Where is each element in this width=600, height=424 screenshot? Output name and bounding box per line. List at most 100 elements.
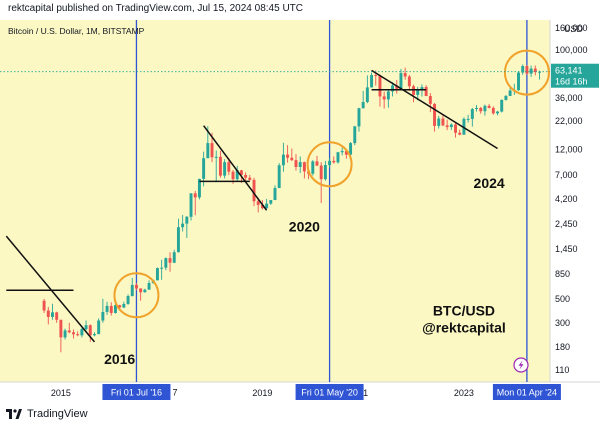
candle-body — [407, 76, 411, 87]
candle-body — [189, 193, 193, 217]
candle-body — [433, 103, 437, 126]
candle-body — [504, 95, 508, 100]
candle-body — [424, 87, 428, 97]
candle-body — [118, 305, 122, 308]
candle-body — [302, 162, 306, 172]
candle-body — [521, 66, 525, 73]
candle-body — [269, 200, 273, 204]
candle-body — [441, 118, 445, 126]
candle-body — [134, 284, 138, 289]
candle-body — [353, 126, 357, 144]
tradingview-footer[interactable]: TradingView — [6, 406, 88, 422]
x-tick-label: 2023 — [454, 388, 474, 398]
candle-body — [483, 105, 487, 112]
candle-body — [147, 283, 151, 290]
candle-body — [298, 162, 302, 167]
candle-body — [260, 204, 264, 209]
candle-body — [277, 165, 281, 189]
candle-body — [361, 102, 365, 109]
annotation-label: @rektcapital — [422, 319, 506, 335]
candle-body — [399, 73, 403, 89]
lightning-icon[interactable] — [513, 357, 529, 373]
y-tick-label: 36,000 — [555, 93, 583, 103]
candle-body — [273, 188, 277, 201]
candle-body — [97, 320, 101, 335]
candle-body — [252, 179, 256, 202]
candle-body — [176, 227, 180, 253]
y-tick-label: 160,000 — [555, 23, 588, 33]
y-tick-label: 7,000 — [555, 170, 578, 180]
candle-body — [395, 85, 399, 89]
highlight-circle — [306, 141, 353, 188]
candle-body — [92, 334, 96, 336]
countdown-label: 16d 16h — [555, 77, 588, 87]
candle-body — [386, 91, 390, 100]
candle-body — [412, 86, 416, 95]
candle-body — [349, 143, 353, 155]
candle-body — [248, 177, 252, 180]
x-tick-label: 2015 — [51, 388, 71, 398]
y-tick-label: 2,450 — [555, 219, 578, 229]
candle-body — [475, 107, 478, 110]
candle-body — [420, 87, 424, 90]
candle-body — [155, 268, 159, 281]
candle-body — [508, 90, 512, 96]
candle-body — [311, 161, 315, 174]
date-badge-label: Fri 01 Jul '16 — [111, 388, 162, 398]
candle-body — [244, 174, 248, 178]
annotation-label: BTC/USD — [433, 303, 495, 319]
candle-body — [168, 258, 172, 263]
candle-body — [428, 96, 432, 104]
candle-body — [88, 325, 92, 336]
plot-background[interactable] — [0, 20, 550, 382]
candle-body — [403, 73, 407, 77]
candle-body — [227, 162, 231, 172]
y-tick-label: 22,000 — [555, 116, 583, 126]
candle-body — [470, 109, 474, 119]
candle-body — [365, 87, 369, 103]
candle-body — [105, 305, 109, 312]
candle-body — [479, 107, 483, 112]
candle-body — [139, 288, 143, 293]
date-badge — [102, 384, 171, 400]
x-tick-label: 2019 — [252, 388, 272, 398]
candle-body — [51, 312, 54, 317]
candle-body — [315, 161, 319, 166]
candle-body — [340, 151, 344, 153]
candle-body — [391, 85, 395, 92]
candle-body — [126, 296, 130, 304]
y-tick-label: 4,200 — [555, 194, 578, 204]
trendline — [371, 69, 498, 150]
candle-body — [214, 156, 218, 158]
candle-body — [496, 111, 499, 114]
trendline — [203, 125, 268, 211]
candle-body — [344, 151, 348, 155]
candle-body — [323, 165, 327, 180]
candle-body — [109, 305, 113, 313]
candle-body — [76, 334, 80, 336]
y-tick-label: 100,000 — [555, 45, 588, 55]
candle-body — [223, 162, 227, 176]
y-tick-label: 12,000 — [555, 145, 583, 155]
candle-body — [42, 300, 46, 311]
candle-body — [370, 75, 374, 88]
currency-label: USD — [564, 24, 584, 34]
candle-body — [290, 157, 294, 161]
candle-body — [491, 107, 495, 114]
candle-body — [382, 96, 386, 100]
candle-body — [336, 152, 340, 163]
candle-body — [160, 267, 164, 269]
y-tick-label: 500 — [555, 294, 570, 304]
candle-body — [319, 165, 323, 180]
chart[interactable]: 160,000100,00060,00036,00022,00012,0007,… — [0, 20, 600, 403]
date-badge — [492, 384, 561, 400]
published-caption: rektcapital published on TradingView.com… — [8, 3, 303, 14]
candle-body — [181, 223, 185, 228]
candle-body — [193, 193, 197, 198]
trendline — [5, 235, 96, 343]
candle-body — [113, 305, 117, 313]
candle-body — [374, 75, 378, 77]
y-tick-label: 110 — [555, 365, 569, 375]
y-tick-label: 300 — [555, 318, 570, 328]
candle-body — [164, 258, 168, 268]
